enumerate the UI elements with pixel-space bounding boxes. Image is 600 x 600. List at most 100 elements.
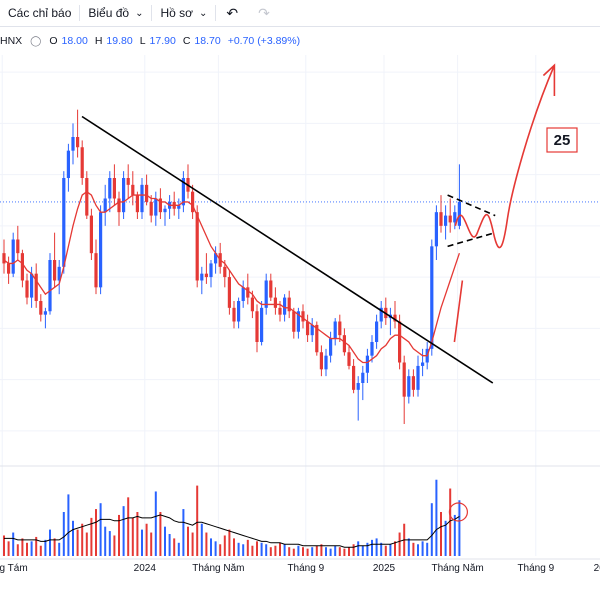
low-value: 17.90 bbox=[149, 35, 176, 47]
volume-bar bbox=[30, 541, 33, 556]
volume-bar bbox=[458, 500, 461, 556]
candle bbox=[191, 184, 195, 219]
candle-body bbox=[398, 321, 402, 363]
candle-body bbox=[319, 352, 323, 370]
candle-body bbox=[108, 178, 112, 199]
candle bbox=[158, 188, 162, 219]
open-key: O bbox=[49, 35, 58, 47]
eye-icon[interactable]: ◯ bbox=[30, 35, 42, 47]
candle-body bbox=[163, 208, 167, 213]
candle-body bbox=[315, 324, 319, 353]
volume-bar bbox=[302, 547, 304, 556]
volume-ma bbox=[4, 514, 460, 548]
candlesticks bbox=[2, 109, 461, 424]
candle-body bbox=[439, 212, 443, 226]
candle-body bbox=[158, 198, 162, 213]
candle-body bbox=[204, 273, 208, 278]
candle bbox=[7, 256, 11, 284]
volume-bar bbox=[3, 535, 5, 556]
candle-body bbox=[338, 321, 342, 336]
candle bbox=[421, 348, 425, 377]
chart-menu[interactable]: Biểu đồ ⌄ bbox=[80, 0, 151, 26]
candle-body bbox=[145, 184, 149, 202]
candle-body bbox=[411, 376, 415, 390]
volume-bar bbox=[200, 523, 203, 556]
trendline bbox=[81, 115, 494, 384]
candle bbox=[195, 205, 199, 288]
candle bbox=[365, 348, 369, 383]
volume-bar bbox=[251, 545, 254, 556]
candle-body bbox=[444, 215, 448, 226]
candle bbox=[361, 365, 365, 401]
volume-bar bbox=[426, 542, 429, 556]
candle bbox=[457, 164, 461, 230]
candle bbox=[43, 307, 47, 329]
candle-body bbox=[278, 307, 282, 315]
candle bbox=[80, 140, 84, 185]
candle bbox=[329, 331, 333, 363]
volume-bar bbox=[343, 548, 346, 556]
candle bbox=[20, 249, 24, 288]
volume-bar bbox=[421, 541, 424, 556]
undo-icon[interactable]: ↶ bbox=[226, 4, 239, 21]
profile-menu[interactable]: Hồ sơ ⌄ bbox=[152, 0, 215, 26]
volume-bar bbox=[168, 534, 171, 556]
high-value: 19.80 bbox=[106, 35, 133, 47]
candle-body bbox=[416, 365, 420, 390]
volume-bar bbox=[81, 523, 84, 556]
candle bbox=[402, 355, 406, 424]
volume-bar bbox=[26, 542, 28, 556]
candle-body bbox=[126, 178, 130, 185]
candle bbox=[34, 263, 38, 308]
candle-body bbox=[255, 311, 259, 342]
candle-body bbox=[181, 178, 185, 206]
candle-body bbox=[177, 205, 181, 209]
volume-bar bbox=[228, 529, 231, 556]
volume-bar bbox=[173, 538, 176, 556]
candle-body bbox=[241, 287, 245, 301]
volume-bar bbox=[357, 541, 360, 556]
volume-bar bbox=[311, 547, 314, 556]
x-tick-label: Tháng Năm bbox=[431, 563, 483, 574]
volume-bar bbox=[417, 544, 419, 556]
symbol-label[interactable]: HNX bbox=[0, 35, 23, 47]
indicators-menu[interactable]: Các chỉ báo bbox=[0, 0, 79, 26]
projection-arrow-up bbox=[453, 280, 464, 343]
volume-bar bbox=[366, 542, 369, 556]
candle-body bbox=[292, 311, 296, 332]
volume-bar bbox=[223, 535, 226, 556]
volume-highlight-circle bbox=[448, 502, 468, 522]
candle-body bbox=[434, 212, 438, 247]
candle-body bbox=[154, 198, 158, 216]
candle-body bbox=[342, 335, 346, 353]
candle bbox=[168, 195, 172, 219]
volume-bar bbox=[384, 545, 387, 556]
candle-body bbox=[2, 253, 6, 264]
candle bbox=[338, 314, 342, 342]
volume-bar bbox=[246, 539, 249, 556]
volume-bar bbox=[274, 545, 277, 556]
candle-body bbox=[283, 297, 287, 315]
chart-grid bbox=[0, 55, 600, 556]
candle bbox=[232, 301, 236, 329]
candle-body bbox=[453, 212, 457, 223]
candle-body bbox=[296, 311, 300, 332]
candle bbox=[370, 335, 374, 363]
candle bbox=[324, 348, 328, 377]
candle-body bbox=[57, 266, 61, 281]
candle-body bbox=[209, 263, 213, 278]
low-key: L bbox=[139, 35, 146, 47]
candle bbox=[53, 232, 57, 288]
volume-bar bbox=[7, 541, 10, 556]
open-value: 18.00 bbox=[61, 35, 88, 47]
candle bbox=[246, 273, 250, 305]
candle bbox=[112, 164, 116, 206]
volume-bar bbox=[375, 538, 378, 556]
candle-body bbox=[457, 201, 461, 226]
volume-bar bbox=[449, 488, 452, 556]
redo-icon[interactable]: ↷ bbox=[258, 4, 270, 21]
candle-body bbox=[66, 150, 70, 178]
volume-bar bbox=[292, 548, 295, 556]
volume-bar bbox=[72, 520, 74, 556]
